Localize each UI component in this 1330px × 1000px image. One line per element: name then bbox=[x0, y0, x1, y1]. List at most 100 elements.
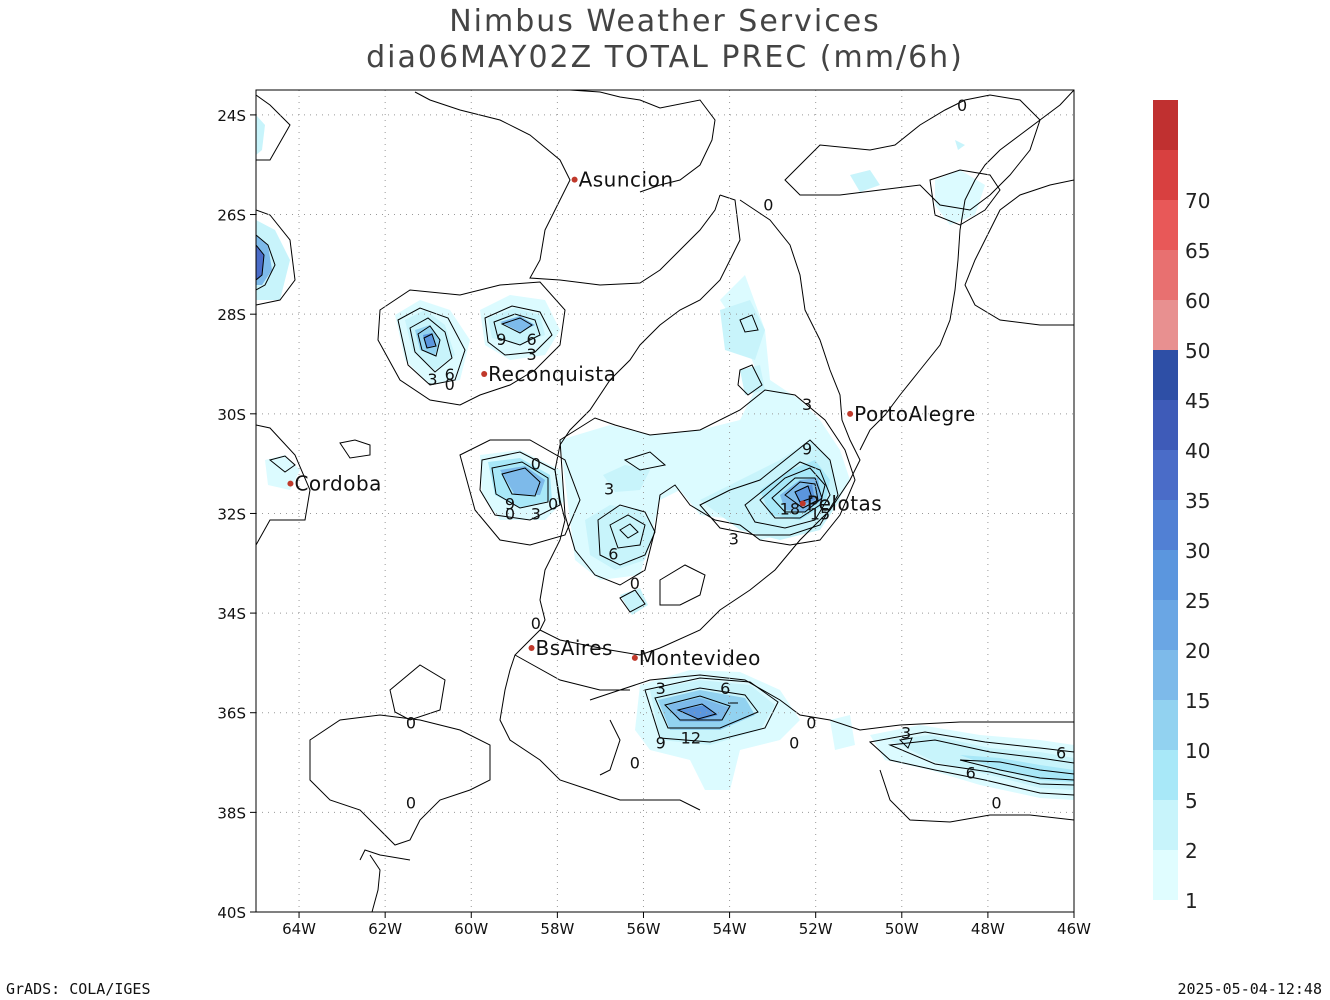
contour-label: 0 bbox=[406, 793, 416, 812]
legend-swatch bbox=[1153, 400, 1178, 450]
contour-label: 0 bbox=[505, 504, 515, 523]
lon-tick-label: 62W bbox=[368, 920, 402, 938]
legend-label: 45 bbox=[1185, 389, 1210, 413]
contour-label: 6 bbox=[526, 330, 536, 349]
legend-swatch bbox=[1153, 350, 1178, 400]
legend-swatch bbox=[1153, 550, 1178, 600]
contour-label: 3 bbox=[427, 370, 437, 389]
city-label: Pelotas bbox=[807, 491, 882, 515]
legend-label: 1 bbox=[1185, 889, 1198, 913]
legend-swatch bbox=[1153, 650, 1178, 700]
lon-tick-label: 48W bbox=[971, 920, 1005, 938]
contour-label: 3 bbox=[901, 724, 911, 743]
city-label: BsAires bbox=[536, 636, 613, 660]
lat-tick-label: 24S bbox=[217, 107, 246, 125]
city-dot bbox=[481, 370, 488, 377]
contour-label: 0 bbox=[806, 714, 816, 733]
city-label: Reconquista bbox=[488, 362, 616, 386]
contour-label: 6 bbox=[445, 365, 455, 384]
contour-label: 0 bbox=[789, 734, 799, 753]
legend-swatch bbox=[1153, 850, 1178, 900]
lon-tick-label: 58W bbox=[540, 920, 574, 938]
city-dot bbox=[799, 500, 806, 507]
contour-label: 0 bbox=[630, 754, 640, 773]
coastlines-borders bbox=[339, 90, 1074, 912]
lat-tick-label: 32S bbox=[217, 505, 246, 523]
contour-label: 6 bbox=[1056, 744, 1066, 763]
contour-label: 12 bbox=[681, 729, 701, 748]
legend-swatch bbox=[1153, 750, 1178, 800]
legend-label: 30 bbox=[1185, 539, 1210, 563]
city-label: PortoAlegre bbox=[854, 402, 976, 426]
city-label: Cordoba bbox=[294, 472, 381, 496]
legend-swatch bbox=[1153, 450, 1178, 500]
contour-label: 0 bbox=[406, 714, 416, 733]
footer-timestamp: 2025-05-04-12:48 bbox=[1177, 980, 1323, 998]
lon-tick-label: 60W bbox=[454, 920, 488, 938]
lon-tick-label: 54W bbox=[713, 920, 747, 938]
legend-label: 2 bbox=[1185, 839, 1198, 863]
city-label: Asuncion bbox=[579, 168, 674, 192]
legend-label: 10 bbox=[1185, 739, 1210, 763]
city-dot bbox=[571, 176, 578, 183]
map-subtitle: dia06MAY02Z TOTAL PREC (mm/6h) bbox=[366, 40, 964, 75]
contour-label: 9 bbox=[656, 734, 666, 753]
contour-label: 0 bbox=[991, 793, 1001, 812]
footer-credit: GrADS: COLA/IGES bbox=[6, 980, 151, 998]
contour-label: 15 bbox=[810, 504, 830, 523]
legend-swatch bbox=[1153, 800, 1178, 850]
contour-label: 6 bbox=[608, 544, 618, 563]
contour-label: 0 bbox=[531, 455, 541, 474]
legend-label: 40 bbox=[1185, 439, 1210, 463]
city-dot bbox=[528, 644, 535, 651]
contour-label: 0 bbox=[548, 494, 558, 513]
axis-labels: 24S 26S 28S 30S 32S 34S 36S 38S 40S 64W 62W 60W 58W 5… bbox=[217, 107, 1091, 938]
contour-label: 6 bbox=[966, 764, 976, 783]
contour-label: 0 bbox=[630, 574, 640, 593]
legend-swatch bbox=[1153, 200, 1178, 250]
contour-label: 3 bbox=[656, 679, 666, 698]
contour-label: 3 bbox=[802, 395, 812, 414]
legend-swatch bbox=[1153, 250, 1178, 300]
lon-tick-label: 52W bbox=[799, 920, 833, 938]
contour-label: 3 bbox=[729, 529, 739, 548]
city-markers: Asuncion Reconquista PortoAlegre Cordoba Pel… bbox=[287, 168, 975, 670]
contour-label: 0 bbox=[531, 614, 541, 633]
lat-lon-grid bbox=[256, 90, 1075, 912]
contour-label: 3 bbox=[526, 345, 536, 364]
city-label: Montevideo bbox=[639, 646, 761, 670]
legend-label: 15 bbox=[1185, 689, 1210, 713]
lat-tick-label: 38S bbox=[217, 804, 246, 822]
city-dot bbox=[847, 410, 854, 417]
contour-label: 0 bbox=[445, 375, 455, 394]
legend-swatch bbox=[1153, 150, 1178, 200]
contour-label: 3 bbox=[604, 480, 614, 499]
page-title: Nimbus Weather Services bbox=[449, 4, 881, 39]
city-dot bbox=[631, 654, 638, 661]
contour-label: 0 bbox=[957, 96, 967, 115]
contour-label: 18 bbox=[780, 499, 800, 518]
lon-tick-label: 56W bbox=[627, 920, 661, 938]
lon-tick-label: 64W bbox=[282, 920, 316, 938]
lat-tick-label: 34S bbox=[217, 605, 246, 623]
map-frame bbox=[255, 89, 1075, 913]
legend-label: 60 bbox=[1185, 289, 1210, 313]
legend-label: 20 bbox=[1185, 639, 1210, 663]
legend-swatch bbox=[1153, 700, 1178, 750]
lat-tick-label: 28S bbox=[217, 306, 246, 324]
contour-label: 9 bbox=[802, 440, 812, 459]
legend-label: 50 bbox=[1185, 339, 1210, 363]
legend-label: 35 bbox=[1185, 489, 1210, 513]
contour-label: 0 bbox=[763, 196, 773, 215]
city-dot bbox=[287, 480, 294, 487]
legend-swatch bbox=[1153, 300, 1178, 350]
lat-tick-label: 36S bbox=[217, 705, 246, 723]
contour-label: 9 bbox=[496, 330, 506, 349]
legend-label: 70 bbox=[1185, 189, 1210, 213]
contour-label: 3 bbox=[531, 504, 541, 523]
lon-tick-label: 50W bbox=[885, 920, 919, 938]
contour-label: 6 bbox=[720, 679, 730, 698]
axis-ticks bbox=[250, 114, 1075, 918]
